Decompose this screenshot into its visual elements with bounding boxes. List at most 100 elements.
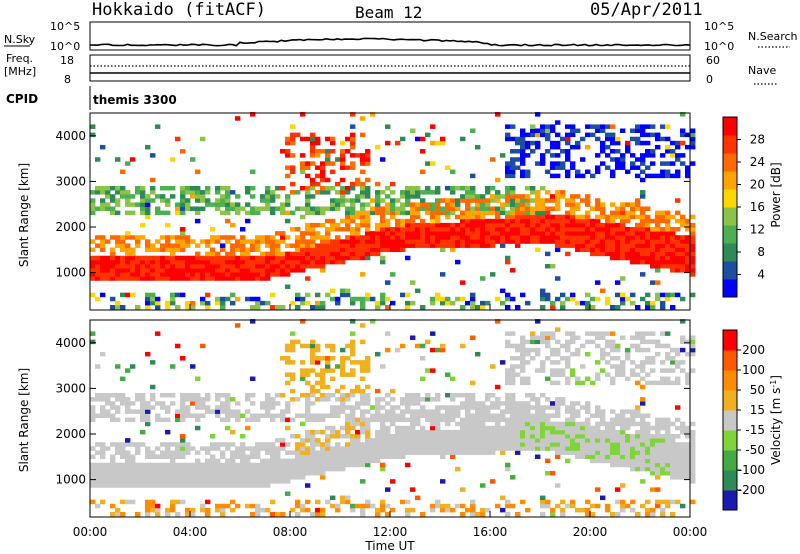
velocity-cell [645,413,651,418]
power-cell [535,140,541,146]
velocity-cell [490,438,496,443]
velocity-cell [365,417,371,423]
velocity-cell [215,446,221,451]
power-cell [245,259,251,265]
power-cell [575,227,581,232]
power-cell [690,268,696,273]
velocity-cell [565,364,571,369]
power-cell [375,144,381,150]
velocity-cell [300,438,306,443]
power-cell [655,255,661,261]
power-cell [650,304,656,310]
velocity-cell [310,417,316,423]
power-cell [660,161,666,166]
velocity-cell [250,450,256,455]
power-cell [420,239,426,244]
velocity-cell [470,434,476,439]
velocity-cell [445,442,451,447]
power-cell [155,210,161,216]
power-cell [220,272,226,277]
freq-tick-bottom: 8 [64,73,71,86]
power-cell [465,214,471,220]
velocity-cell [95,470,101,476]
power-cell [555,222,561,228]
power-cell [645,239,651,244]
power-cell [600,210,606,216]
power-cell [600,144,606,150]
power-cell [220,247,226,253]
power-cell [340,288,346,294]
power-cell [595,235,601,240]
velocity-cell [500,409,506,414]
velocity-cell [460,438,466,443]
power-cell [665,149,671,154]
power-cell [670,239,676,244]
velocity-cell [395,413,401,418]
velocity-cell [390,442,396,447]
colorbar-tick-label: 100 [742,363,765,377]
power-cell [365,185,371,191]
velocity-cell [260,475,266,480]
velocity-cell [245,417,251,423]
velocity-cell [270,479,276,484]
velocity-cell [510,397,516,402]
velocity-cell [105,483,111,488]
power-cell [605,231,611,236]
power-cell [220,255,226,261]
velocity-cell [665,462,671,468]
power-cell [610,239,616,244]
power-cell [110,255,116,261]
time-xaxis: 00:00 04:00 08:00 12:00 16:00 20:00 00:00 [73,304,707,539]
velocity-cell [405,401,411,406]
power-cell [510,206,516,211]
velocity-cell [345,421,351,427]
power-cell [570,144,576,150]
velocity-cell [405,429,411,435]
velocity-cell [450,413,456,418]
velocity-cell [630,466,636,472]
power-cell [515,165,521,170]
velocity-cell [540,417,546,423]
velocity-cell [265,479,271,484]
velocity-cell [670,421,676,427]
velocity-cell [200,483,206,488]
power-cell [225,202,231,207]
velocity-cell [300,319,306,324]
power-cell [310,222,316,228]
power-cell [205,300,211,306]
velocity-cell [550,442,556,447]
power-cell [270,198,276,203]
power-cell [390,206,396,211]
power-cell [510,157,516,162]
velocity-cell [370,405,376,410]
velocity-cell [580,446,586,451]
velocity-cell [410,392,416,398]
power-cell [415,206,421,211]
power-cell [595,280,601,285]
power-cell [335,157,341,162]
velocity-cell [545,417,551,423]
velocity-cell [605,458,611,464]
power-cell [205,268,211,273]
power-cell [185,259,191,265]
power-cell [660,263,666,269]
power-cell [260,300,266,306]
velocity-cell [515,405,521,410]
velocity-cell [415,392,421,398]
velocity-cell [565,356,571,361]
power-cell [325,243,331,248]
power-cell [605,165,611,170]
power-cell [415,235,421,240]
velocity-cell [550,331,556,336]
power-cell [435,185,441,191]
velocity-cell [575,429,581,435]
power-cell [320,169,326,175]
power-cell [320,251,326,257]
power-cell [665,124,671,129]
velocity-cell [300,507,306,513]
velocity-cell [165,405,171,410]
velocity-cell [640,442,646,447]
velocity-cell [340,368,346,373]
velocity-cell [480,450,486,455]
velocity-cell [145,417,151,423]
